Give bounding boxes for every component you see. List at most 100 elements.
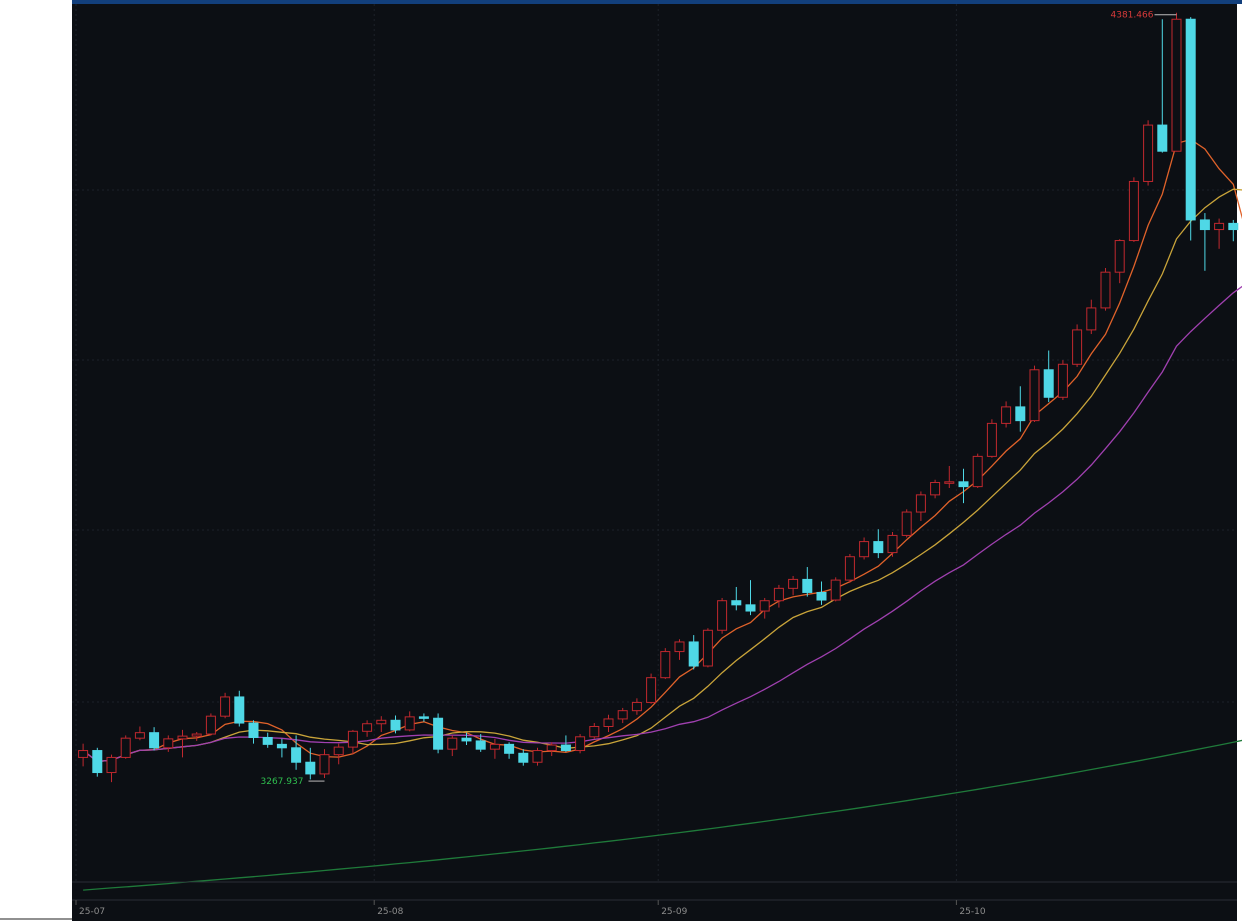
candle-body-79 bbox=[1199, 219, 1210, 231]
candle-body-44 bbox=[702, 629, 713, 667]
candle-body-26 bbox=[447, 737, 458, 750]
candle-body-45 bbox=[717, 600, 728, 631]
candle-body-3 bbox=[120, 737, 131, 758]
candle-body-59 bbox=[915, 494, 926, 513]
candle-body-42 bbox=[674, 641, 685, 653]
candle-body-41 bbox=[660, 651, 671, 679]
candle-body-1 bbox=[92, 750, 103, 774]
candle-body-80 bbox=[1214, 222, 1225, 231]
candle-body-22 bbox=[390, 719, 401, 731]
candle-body-30 bbox=[504, 743, 515, 754]
candle-body-15 bbox=[291, 747, 302, 763]
candle-body-13 bbox=[262, 736, 273, 745]
candle-body-52 bbox=[816, 591, 827, 601]
candle-body-78 bbox=[1185, 18, 1196, 221]
grid-lines bbox=[72, 4, 1237, 882]
high-label: 4381.466 bbox=[1111, 11, 1154, 21]
candle-body-73 bbox=[1114, 240, 1125, 273]
candle-body-21 bbox=[376, 719, 387, 725]
ma10-line bbox=[82, 188, 1242, 763]
candle-body-39 bbox=[631, 701, 642, 712]
candle-body-62 bbox=[958, 481, 969, 488]
x-axis-ticks: 25-07 25-08 25-09 25-10 bbox=[75, 900, 986, 917]
candle-body-36 bbox=[589, 725, 600, 738]
candle-body-58 bbox=[901, 511, 912, 536]
ma20-line bbox=[82, 285, 1242, 763]
top-accent-bar bbox=[72, 0, 1242, 4]
candle-body-28 bbox=[475, 740, 486, 750]
candle-body-11 bbox=[234, 696, 245, 724]
candle-body-40 bbox=[646, 677, 657, 703]
candle-body-47 bbox=[745, 604, 756, 612]
candle-body-53 bbox=[830, 579, 841, 601]
candle-body-33 bbox=[546, 744, 557, 752]
candle-body-71 bbox=[1086, 307, 1097, 331]
candle-body-57 bbox=[887, 534, 898, 554]
candle-body-6 bbox=[163, 738, 174, 749]
candle-body-27 bbox=[461, 737, 472, 742]
candle-body-9 bbox=[205, 715, 216, 735]
candle-body-74 bbox=[1128, 180, 1139, 242]
candle-body-34 bbox=[560, 744, 571, 752]
candle-body-10 bbox=[220, 696, 231, 717]
candle-body-0 bbox=[78, 750, 89, 758]
candle-body-24 bbox=[418, 716, 429, 719]
candle-body-16 bbox=[305, 761, 316, 775]
candle-body-51 bbox=[802, 578, 813, 593]
candle-body-70 bbox=[1072, 329, 1083, 365]
candle-body-75 bbox=[1143, 124, 1154, 182]
candle-body-46 bbox=[731, 600, 742, 606]
candle-body-8 bbox=[191, 733, 202, 737]
x-tick-label-0: 25-07 bbox=[79, 907, 105, 917]
candle-body-54 bbox=[844, 556, 855, 581]
x-tick-label-3: 25-10 bbox=[959, 907, 985, 917]
candle-body-66 bbox=[1015, 406, 1026, 422]
candle-body-60 bbox=[930, 481, 941, 496]
candle-body-12 bbox=[248, 722, 259, 738]
moving-average-lines bbox=[82, 138, 1242, 891]
candle-body-2 bbox=[106, 756, 117, 774]
candle-body-23 bbox=[404, 716, 415, 731]
x-tick-label-2: 25-09 bbox=[661, 907, 687, 917]
candle-body-5 bbox=[149, 732, 160, 749]
candle-body-20 bbox=[362, 723, 373, 732]
candle-body-38 bbox=[617, 710, 628, 720]
candle-body-35 bbox=[575, 736, 586, 752]
candle-body-77 bbox=[1171, 18, 1182, 152]
candle-body-18 bbox=[333, 746, 344, 756]
candle-body-64 bbox=[986, 422, 997, 457]
candle-body-14 bbox=[276, 743, 287, 749]
candle-body-48 bbox=[759, 600, 770, 612]
candle-body-37 bbox=[603, 718, 614, 727]
candles bbox=[78, 12, 1239, 783]
candle-body-76 bbox=[1157, 124, 1168, 152]
candle-body-32 bbox=[532, 750, 543, 763]
ma5-line bbox=[82, 138, 1242, 763]
candle-body-31 bbox=[518, 752, 529, 763]
candle-body-68 bbox=[1043, 369, 1054, 398]
x-tick-label-1: 25-08 bbox=[377, 907, 403, 917]
candle-body-63 bbox=[972, 455, 983, 488]
candle-body-50 bbox=[788, 578, 799, 589]
plot-background bbox=[72, 4, 1237, 921]
candle-body-55 bbox=[859, 541, 870, 558]
candle-body-7 bbox=[177, 735, 188, 740]
candle-body-25 bbox=[433, 717, 444, 750]
candle-body-29 bbox=[489, 743, 500, 750]
candle-body-4 bbox=[134, 732, 145, 739]
low-label: 3267.937 bbox=[261, 777, 304, 787]
candle-body-69 bbox=[1057, 363, 1068, 398]
candle-body-43 bbox=[688, 641, 699, 667]
candle-body-72 bbox=[1100, 271, 1111, 309]
candle-body-67 bbox=[1029, 369, 1040, 422]
candle-body-81 bbox=[1228, 222, 1239, 231]
candle-body-61 bbox=[944, 481, 955, 484]
annotations: 4381.466 3267.937 bbox=[261, 11, 1177, 787]
candle-body-65 bbox=[1001, 406, 1012, 424]
candle-body-17 bbox=[319, 754, 330, 775]
candle-body-19 bbox=[347, 730, 358, 748]
long-ma-line bbox=[83, 739, 1242, 891]
candle-body-49 bbox=[773, 587, 784, 602]
candle-body-56 bbox=[873, 541, 884, 554]
